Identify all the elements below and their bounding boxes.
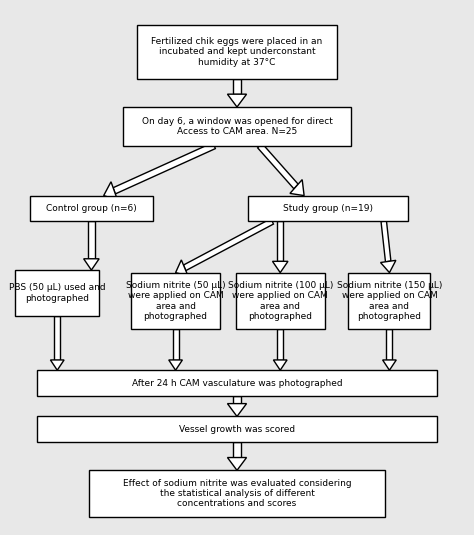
FancyBboxPatch shape <box>277 221 283 261</box>
FancyBboxPatch shape <box>88 221 95 259</box>
Text: Fertilized chik eggs were placed in an
incubated and kept underconstant
humidity: Fertilized chik eggs were placed in an i… <box>151 37 323 67</box>
Polygon shape <box>228 403 246 416</box>
Polygon shape <box>228 457 246 470</box>
FancyBboxPatch shape <box>30 196 153 221</box>
FancyBboxPatch shape <box>15 270 100 316</box>
Polygon shape <box>381 261 396 273</box>
Polygon shape <box>169 360 182 370</box>
FancyBboxPatch shape <box>137 25 337 79</box>
Polygon shape <box>273 360 287 370</box>
Polygon shape <box>273 261 288 273</box>
Polygon shape <box>183 218 273 271</box>
Polygon shape <box>175 260 188 276</box>
Polygon shape <box>290 180 304 196</box>
Polygon shape <box>381 221 391 262</box>
FancyBboxPatch shape <box>89 470 385 517</box>
Text: Sodium nitrite (50 μL)
were applied on CAM
area and
photographed: Sodium nitrite (50 μL) were applied on C… <box>126 281 225 321</box>
Polygon shape <box>113 142 215 194</box>
FancyBboxPatch shape <box>55 316 60 360</box>
Polygon shape <box>228 94 246 107</box>
Polygon shape <box>83 259 99 270</box>
Polygon shape <box>383 360 396 370</box>
Text: Sodium nitrite (150 μL)
were applied on CAM
area and
photographed: Sodium nitrite (150 μL) were applied on … <box>337 281 442 321</box>
Polygon shape <box>258 143 298 189</box>
FancyBboxPatch shape <box>277 329 283 360</box>
Polygon shape <box>104 182 118 200</box>
FancyBboxPatch shape <box>131 273 220 329</box>
Text: PBS (50 μL) used and
photographed: PBS (50 μL) used and photographed <box>9 284 106 303</box>
Text: Control group (n=6): Control group (n=6) <box>46 204 137 213</box>
FancyBboxPatch shape <box>123 107 351 146</box>
FancyBboxPatch shape <box>233 79 241 94</box>
FancyBboxPatch shape <box>233 396 241 403</box>
FancyBboxPatch shape <box>233 442 241 457</box>
Text: Sodium nitrite (100 μL)
were applied on CAM
area and
photographed: Sodium nitrite (100 μL) were applied on … <box>228 281 333 321</box>
FancyBboxPatch shape <box>248 196 408 221</box>
Text: Effect of sodium nitrite was evaluated considering
the statistical analysis of d: Effect of sodium nitrite was evaluated c… <box>123 479 351 508</box>
Text: Study group (n=19): Study group (n=19) <box>283 204 373 213</box>
FancyBboxPatch shape <box>348 273 430 329</box>
Text: On day 6, a window was opened for direct
Access to CAM area. N=25: On day 6, a window was opened for direct… <box>142 117 332 136</box>
Polygon shape <box>50 360 64 370</box>
FancyBboxPatch shape <box>37 370 437 396</box>
Text: After 24 h CAM vasculature was photographed: After 24 h CAM vasculature was photograp… <box>132 379 342 387</box>
FancyBboxPatch shape <box>386 329 392 360</box>
FancyBboxPatch shape <box>37 416 437 442</box>
FancyBboxPatch shape <box>173 329 179 360</box>
FancyBboxPatch shape <box>236 273 325 329</box>
Text: Vessel growth was scored: Vessel growth was scored <box>179 425 295 434</box>
